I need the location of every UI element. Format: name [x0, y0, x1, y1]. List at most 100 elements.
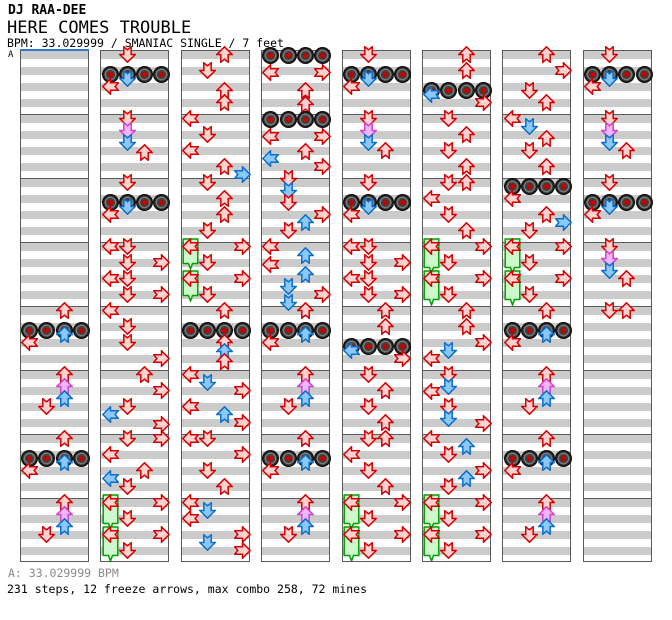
note-arrow-red-left — [101, 77, 119, 95]
freeze-arrow-body — [182, 237, 199, 270]
note-arrow-red-left — [503, 461, 521, 479]
mine — [394, 193, 412, 211]
note-arrow-red-right — [555, 61, 573, 79]
note-arrow-red-up — [136, 461, 154, 479]
note-arrow-red-down — [38, 397, 56, 415]
note-arrow-red-down — [118, 253, 136, 271]
mine — [296, 321, 314, 339]
mine — [342, 65, 360, 83]
mine — [101, 65, 119, 83]
measure-divider — [101, 498, 169, 499]
note-arrow-blue-up — [216, 405, 234, 423]
note-arrow-red-up — [55, 429, 73, 447]
note-arrow-red-right — [394, 349, 412, 367]
mine — [136, 65, 154, 83]
note-arrow-red-down — [118, 477, 136, 495]
mine — [296, 47, 314, 65]
mine — [314, 111, 332, 129]
note-arrow-red-left — [181, 397, 199, 415]
note-arrow-blue-up — [296, 325, 314, 343]
note-arrow-red-right — [394, 253, 412, 271]
freeze-arrow-body — [503, 269, 521, 306]
note-arrow-red-down — [520, 525, 538, 543]
note-arrow-purple-up — [538, 505, 556, 523]
mine — [503, 449, 521, 467]
note-arrow-blue-up — [296, 389, 314, 407]
mine — [394, 337, 412, 355]
mine — [474, 81, 492, 99]
note-arrow-blue-up — [538, 453, 556, 471]
mine — [279, 111, 297, 129]
measure-divider — [423, 242, 490, 243]
note-arrow-red-up — [216, 189, 234, 207]
note-arrow-red-down — [601, 45, 619, 63]
mine — [342, 337, 360, 355]
note-arrow-red-left — [21, 333, 39, 351]
mine — [118, 193, 136, 211]
measure-divider — [21, 370, 88, 371]
mine — [635, 65, 653, 83]
note-arrow-red-down — [359, 429, 377, 447]
mine — [314, 47, 332, 65]
note-arrow-red-right — [474, 237, 492, 255]
mine — [72, 321, 90, 339]
note-arrow-red-down — [440, 141, 458, 159]
note-arrow-red-right — [474, 333, 492, 351]
measure-divider — [503, 306, 571, 307]
note-arrow-red-right — [153, 429, 171, 447]
mine — [136, 193, 154, 211]
mine — [538, 177, 556, 195]
mine — [216, 321, 234, 339]
mine — [55, 449, 73, 467]
mine — [635, 193, 653, 211]
mine — [520, 177, 538, 195]
mine — [233, 321, 251, 339]
note-arrow-red-down — [601, 109, 619, 127]
note-arrow-purple-up — [296, 505, 314, 523]
note-arrow-red-right — [153, 349, 171, 367]
note-arrow-blue-left — [342, 341, 360, 359]
freeze-arrow-head-left — [342, 493, 360, 511]
note-arrow-red-left — [503, 189, 521, 207]
note-arrow-red-up — [457, 157, 475, 175]
note-arrow-blue-down — [520, 117, 538, 135]
measure-divider — [21, 114, 88, 115]
mine — [601, 193, 619, 211]
note-arrow-red-down — [359, 461, 377, 479]
note-arrow-red-up — [296, 95, 314, 113]
note-arrow-red-up — [538, 205, 556, 223]
chart-column-5 — [341, 45, 412, 562]
note-arrow-red-up — [618, 141, 636, 159]
note-arrow-red-down — [199, 125, 217, 143]
note-arrow-red-down — [118, 173, 136, 191]
note-arrow-blue-down — [601, 197, 619, 215]
freeze-arrow-head-left — [423, 237, 441, 255]
note-arrow-red-down — [118, 317, 136, 335]
note-arrow-blue-left — [101, 405, 119, 423]
note-arrow-red-down — [440, 509, 458, 527]
mine — [314, 321, 332, 339]
note-arrow-blue-down — [601, 69, 619, 87]
mine — [377, 337, 395, 355]
note-arrow-red-left — [101, 269, 119, 287]
note-arrow-red-right — [233, 413, 251, 431]
note-arrow-red-down — [440, 205, 458, 223]
note-arrow-red-up — [618, 269, 636, 287]
mine — [618, 193, 636, 211]
note-arrow-red-right — [233, 269, 251, 287]
note-arrow-red-down — [440, 397, 458, 415]
note-arrow-red-up — [296, 81, 314, 99]
mine — [503, 321, 521, 339]
measure-divider — [583, 178, 651, 179]
note-arrow-blue-down — [359, 69, 377, 87]
note-arrow-purple-down — [601, 121, 619, 139]
mine — [555, 177, 573, 195]
note-arrow-red-up — [296, 301, 314, 319]
freeze-arrow-head-left — [181, 237, 199, 255]
note-arrow-red-left — [342, 205, 360, 223]
mine — [38, 321, 56, 339]
note-arrow-red-left — [262, 255, 280, 273]
note-arrow-blue-up — [55, 453, 73, 471]
mine — [538, 449, 556, 467]
freeze-arrow-body — [343, 525, 360, 562]
